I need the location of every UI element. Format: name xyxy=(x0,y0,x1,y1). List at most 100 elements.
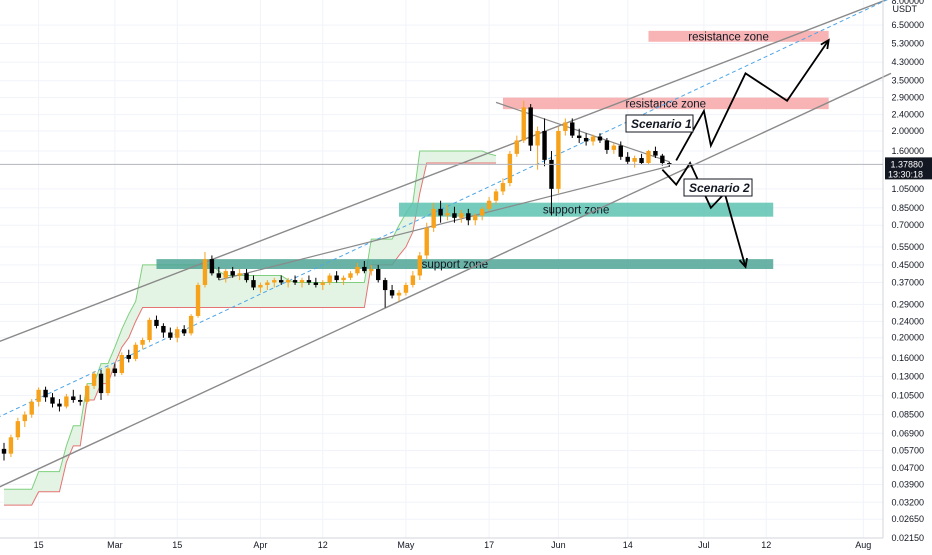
candle-body xyxy=(237,273,242,276)
y-tick-label: 2.40000 xyxy=(891,110,924,120)
candle-body xyxy=(78,399,83,402)
resistance-zone-label: resistance zone xyxy=(688,31,769,43)
last-price-badge xyxy=(885,157,932,180)
candle-body xyxy=(486,200,492,209)
x-tick-label: Aug xyxy=(855,540,871,550)
channel-midline xyxy=(0,0,888,417)
candle-body xyxy=(507,153,513,184)
candle-body xyxy=(473,215,478,221)
candle-body xyxy=(36,389,41,402)
y-tick-label: 2.90000 xyxy=(891,93,924,103)
candle-body xyxy=(452,213,457,218)
y-tick-label: 0.24000 xyxy=(891,316,924,326)
candle-body xyxy=(369,269,374,272)
candle-body xyxy=(424,227,429,256)
support-zone-box xyxy=(399,202,774,217)
x-tick-label: Jun xyxy=(551,540,566,550)
candle-body xyxy=(244,273,249,281)
candle-body xyxy=(258,284,263,288)
candle-body xyxy=(556,130,561,189)
y-tick-label: 0.20000 xyxy=(891,333,924,343)
candle-body xyxy=(29,401,34,415)
scenario-paths: Scenario 1 Scenario 2 xyxy=(625,38,830,269)
currency-label: USDT xyxy=(893,4,918,14)
candle-body xyxy=(320,282,325,285)
candle-body xyxy=(403,284,409,293)
support-zone-label: support zone xyxy=(543,205,610,217)
candle-body xyxy=(112,368,118,374)
y-tick-label: 0.37000 xyxy=(891,277,924,287)
candle-body xyxy=(362,266,367,272)
candle-body xyxy=(660,155,665,164)
candle-body xyxy=(570,122,575,136)
support-zone-box xyxy=(156,259,774,269)
channel-upper-line xyxy=(0,0,888,342)
candle-body xyxy=(216,273,222,278)
candle-body xyxy=(8,437,14,454)
y-tick-label: 0.29000 xyxy=(891,299,924,309)
candle-body xyxy=(209,259,215,274)
candle-body xyxy=(126,355,131,359)
candle-body xyxy=(639,158,644,164)
candle-body xyxy=(431,208,436,228)
candle-body xyxy=(563,122,568,131)
x-tick-label: 14 xyxy=(623,540,633,550)
candle-body xyxy=(175,329,180,338)
candle-body xyxy=(327,275,332,283)
resistance-zone-label: resistance zone xyxy=(626,98,707,110)
candle-body xyxy=(154,319,159,326)
candle-body xyxy=(140,340,145,345)
cloud-lower-line xyxy=(4,162,497,506)
candle-body xyxy=(597,136,603,141)
y-tick-label: 0.13000 xyxy=(891,371,924,381)
y-tick-label: 0.05700 xyxy=(891,445,924,455)
candlesticks xyxy=(1,100,672,461)
y-tick-label: 0.16000 xyxy=(891,353,924,363)
x-tick-label: 15 xyxy=(34,540,44,550)
candle-body xyxy=(355,266,360,274)
candle-body xyxy=(147,319,152,341)
candle-body xyxy=(265,282,270,285)
candle-body xyxy=(50,397,55,404)
y-tick-label: 1.60000 xyxy=(891,146,924,156)
candle-body xyxy=(459,213,464,218)
candle-body xyxy=(334,275,339,281)
candle-body xyxy=(202,259,208,285)
scenario-label: Scenario 2 xyxy=(689,181,750,195)
y-tick-label: 0.02150 xyxy=(891,533,924,543)
candle-body xyxy=(279,280,284,283)
last-price-value: 1.37880 xyxy=(890,159,923,169)
x-tick-label: Mar xyxy=(107,540,123,550)
candle-body xyxy=(410,275,416,285)
candle-body xyxy=(632,158,637,162)
y-tick-label: 0.70000 xyxy=(891,220,924,230)
y-tick-label: 5.30000 xyxy=(891,38,924,48)
scenario-label: Scenario 1 xyxy=(631,117,692,131)
candle-body xyxy=(188,315,194,334)
y-tick-label: 3.50000 xyxy=(891,76,924,86)
candle-body xyxy=(306,280,312,283)
candle-body xyxy=(57,403,62,407)
last-price-countdown: 13:30:18 xyxy=(888,169,923,179)
candle-body xyxy=(521,107,526,141)
y-tick-label: 4.30000 xyxy=(891,57,924,67)
y-tick-label: 0.55000 xyxy=(891,242,924,252)
candle-body xyxy=(91,373,97,386)
y-tick-label: 0.02650 xyxy=(891,514,924,524)
candle-body xyxy=(646,151,651,164)
candle-body xyxy=(445,213,450,216)
candle-body xyxy=(251,280,256,288)
candle-body xyxy=(611,145,617,150)
y-tick-label: 1.05000 xyxy=(891,184,924,194)
candle-body xyxy=(98,373,104,394)
y-tick-label: 0.06900 xyxy=(891,428,924,438)
x-tick-label: 12 xyxy=(761,540,771,550)
candle-body xyxy=(230,271,235,276)
candle-body xyxy=(168,332,173,338)
candle-body xyxy=(479,208,485,216)
y-tick-label: 0.04700 xyxy=(891,463,924,473)
x-tick-label: 17 xyxy=(484,540,494,550)
candle-body xyxy=(618,145,623,157)
